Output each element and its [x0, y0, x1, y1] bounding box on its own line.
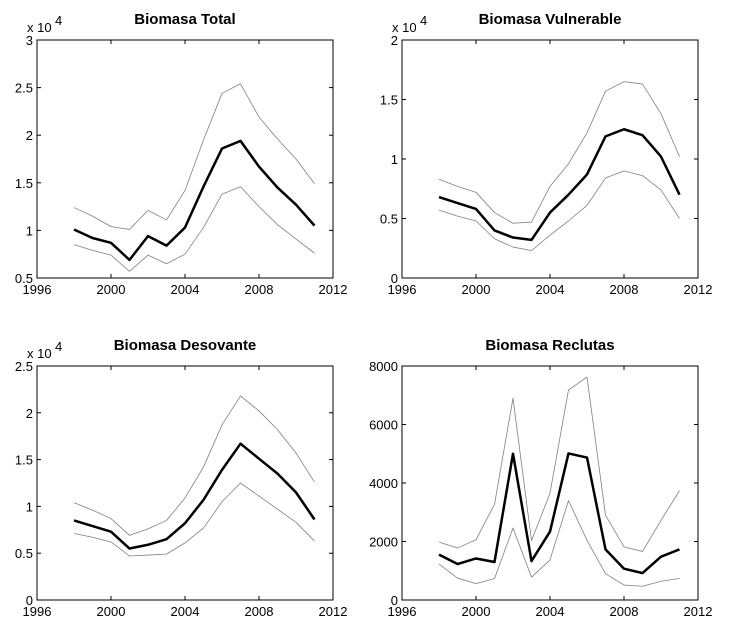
- x-tick-label: 2004: [536, 604, 565, 619]
- y-tick-label: 3: [26, 33, 33, 48]
- x-tick-label: 2000: [462, 604, 491, 619]
- y-tick-label: 1: [26, 499, 33, 514]
- x-tick-label: 2000: [97, 282, 126, 297]
- y-tick-label: 0: [391, 593, 398, 608]
- y-tick-label: 1.5: [15, 453, 33, 468]
- series-line: [73, 139, 316, 262]
- y-tick-label: 1: [26, 223, 33, 238]
- chart-title: Biomasa Vulnerable: [479, 11, 622, 28]
- y-tick-label: 2.5: [15, 359, 33, 374]
- x-tick-label: 2004: [536, 282, 565, 297]
- x-tick-label: 2012: [319, 604, 348, 619]
- y-tick-label: 0.5: [15, 271, 33, 286]
- y-tick-label: 0.5: [380, 212, 398, 227]
- x-tick-label: 2004: [171, 604, 200, 619]
- y-multiplier-exponent: 4: [55, 339, 62, 354]
- y-tick-label: 0: [26, 593, 33, 608]
- chart-title: Biomasa Desovante: [114, 337, 257, 354]
- x-tick-label: 2004: [171, 282, 200, 297]
- x-tick-label: 2008: [610, 282, 639, 297]
- y-multiplier-exponent: 4: [420, 13, 427, 28]
- y-tick-label: 2: [26, 406, 33, 421]
- y-tick-label: 0: [391, 271, 398, 286]
- subplot: 1996 2000 2004 2008 2012 0.5 1 1.5 2 2.5 3 Biomasa …: [15, 11, 348, 297]
- series-line: [73, 83, 315, 230]
- series-line: [73, 442, 316, 550]
- plot-area: [37, 366, 333, 600]
- y-tick-label: 1.5: [15, 176, 33, 191]
- y-tick-label: 2: [391, 33, 398, 48]
- y-tick-label: 8000: [369, 359, 398, 374]
- y-multiplier: x 10: [392, 20, 417, 35]
- series-line: [73, 395, 315, 536]
- y-tick-label: 1.5: [380, 93, 398, 108]
- y-tick-label: 2.5: [15, 81, 33, 96]
- subplot: 1996 2000 2004 2008 2012 0 2000 4000 6000 8000 Bio…: [369, 337, 712, 619]
- y-multiplier: x 10: [27, 346, 52, 361]
- x-tick-label: 1996: [23, 282, 52, 297]
- series-line: [438, 500, 680, 587]
- y-tick-label: 4000: [369, 476, 398, 491]
- series-line: [438, 452, 680, 575]
- x-tick-label: 2008: [610, 604, 639, 619]
- chart-title: Biomasa Total: [134, 11, 235, 28]
- x-tick-label: 2012: [319, 282, 348, 297]
- x-tick-label: 1996: [388, 604, 417, 619]
- y-tick-label: 2000: [369, 535, 398, 550]
- x-tick-label: 1996: [388, 282, 417, 297]
- chart-title: Biomasa Reclutas: [485, 337, 614, 354]
- x-tick-label: 1996: [23, 604, 52, 619]
- y-multiplier-exponent: 4: [55, 13, 62, 28]
- y-multiplier: x 10: [27, 20, 52, 35]
- plot-area: [402, 40, 698, 278]
- x-tick-label: 2008: [245, 604, 274, 619]
- x-tick-label: 2012: [684, 604, 713, 619]
- subplot: 1996 2000 2004 2008 2012 0 0.5 1 1.5 2 Biomasa Vul…: [380, 11, 713, 297]
- x-tick-label: 2000: [462, 282, 491, 297]
- series-line: [438, 81, 680, 224]
- plot-area: [37, 40, 333, 278]
- series-line: [438, 376, 680, 552]
- series-line: [73, 186, 315, 272]
- y-tick-label: 0.5: [15, 546, 33, 561]
- y-tick-label: 2: [26, 128, 33, 143]
- x-tick-label: 2008: [245, 282, 274, 297]
- y-tick-label: 1: [391, 152, 398, 167]
- series-line: [438, 128, 681, 242]
- subplot: 1996 2000 2004 2008 2012 0 0.5 1 1.5 2 2.5 Biomasa …: [15, 337, 348, 619]
- y-tick-label: 6000: [369, 418, 398, 433]
- x-tick-label: 2000: [97, 604, 126, 619]
- series-line: [73, 482, 315, 557]
- series-line: [438, 170, 680, 252]
- x-tick-label: 2012: [684, 282, 713, 297]
